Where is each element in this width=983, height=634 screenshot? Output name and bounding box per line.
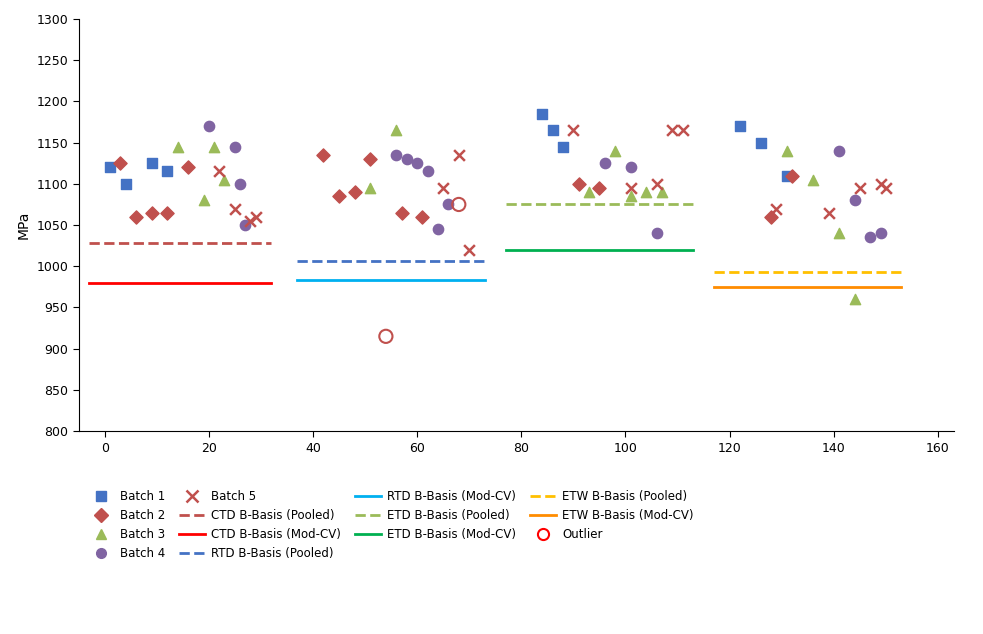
Point bbox=[779, 171, 794, 181]
Point bbox=[461, 245, 477, 255]
Point bbox=[675, 126, 691, 136]
Point bbox=[316, 150, 331, 160]
Point bbox=[435, 183, 451, 193]
Point bbox=[779, 146, 794, 156]
Point bbox=[363, 183, 378, 193]
Point bbox=[878, 183, 894, 193]
Point bbox=[862, 233, 878, 243]
Point bbox=[331, 191, 347, 202]
Point bbox=[363, 154, 378, 164]
Point bbox=[846, 195, 862, 205]
Point bbox=[451, 150, 467, 160]
Point bbox=[545, 126, 560, 136]
Point bbox=[399, 154, 415, 164]
Point bbox=[649, 228, 665, 238]
Point bbox=[227, 142, 243, 152]
Point bbox=[753, 138, 769, 148]
Point bbox=[805, 175, 821, 185]
Point bbox=[170, 142, 186, 152]
Point bbox=[196, 195, 211, 205]
Point bbox=[873, 179, 889, 189]
Point bbox=[159, 167, 175, 177]
Point bbox=[852, 183, 868, 193]
Point bbox=[393, 208, 409, 218]
Point bbox=[415, 212, 431, 222]
Point bbox=[623, 191, 639, 202]
Point bbox=[607, 146, 623, 156]
Point bbox=[769, 204, 784, 214]
Point bbox=[118, 179, 134, 189]
Point bbox=[555, 142, 571, 152]
Point bbox=[128, 212, 144, 222]
Point bbox=[831, 146, 846, 156]
Point bbox=[180, 162, 196, 172]
Point bbox=[581, 187, 597, 197]
Point bbox=[654, 187, 669, 197]
Point bbox=[665, 126, 680, 136]
Point bbox=[388, 126, 404, 136]
Point bbox=[211, 167, 227, 177]
Point bbox=[248, 212, 263, 222]
Point bbox=[784, 171, 800, 181]
Point bbox=[112, 158, 128, 169]
Point bbox=[571, 179, 587, 189]
Point bbox=[451, 200, 467, 210]
Point bbox=[378, 332, 394, 342]
Point bbox=[243, 216, 259, 226]
Point bbox=[201, 121, 216, 131]
Point bbox=[159, 208, 175, 218]
Point bbox=[649, 179, 665, 189]
Legend: Batch 1, Batch 2, Batch 3, Batch 4, Batch 5, CTD B-Basis (Pooled), CTD B-Basis (: Batch 1, Batch 2, Batch 3, Batch 4, Batc… bbox=[85, 486, 697, 563]
Point bbox=[638, 187, 654, 197]
Point bbox=[873, 228, 889, 238]
Point bbox=[227, 204, 243, 214]
Point bbox=[597, 158, 612, 169]
Point bbox=[206, 142, 222, 152]
Point bbox=[232, 179, 248, 189]
Point bbox=[216, 175, 232, 185]
Point bbox=[144, 208, 159, 218]
Point bbox=[388, 150, 404, 160]
Point bbox=[846, 294, 862, 304]
Point bbox=[831, 228, 846, 238]
Point bbox=[732, 121, 748, 131]
Point bbox=[347, 187, 363, 197]
Point bbox=[764, 212, 780, 222]
Point bbox=[623, 162, 639, 172]
Point bbox=[821, 208, 837, 218]
Point bbox=[420, 167, 435, 177]
Point bbox=[592, 183, 607, 193]
Y-axis label: MPa: MPa bbox=[17, 211, 30, 239]
Point bbox=[565, 126, 581, 136]
Point bbox=[431, 224, 446, 235]
Point bbox=[102, 162, 118, 172]
Point bbox=[409, 158, 425, 169]
Point bbox=[534, 109, 549, 119]
Point bbox=[440, 200, 456, 210]
Point bbox=[623, 183, 639, 193]
Point bbox=[144, 158, 159, 169]
Point bbox=[238, 220, 254, 230]
